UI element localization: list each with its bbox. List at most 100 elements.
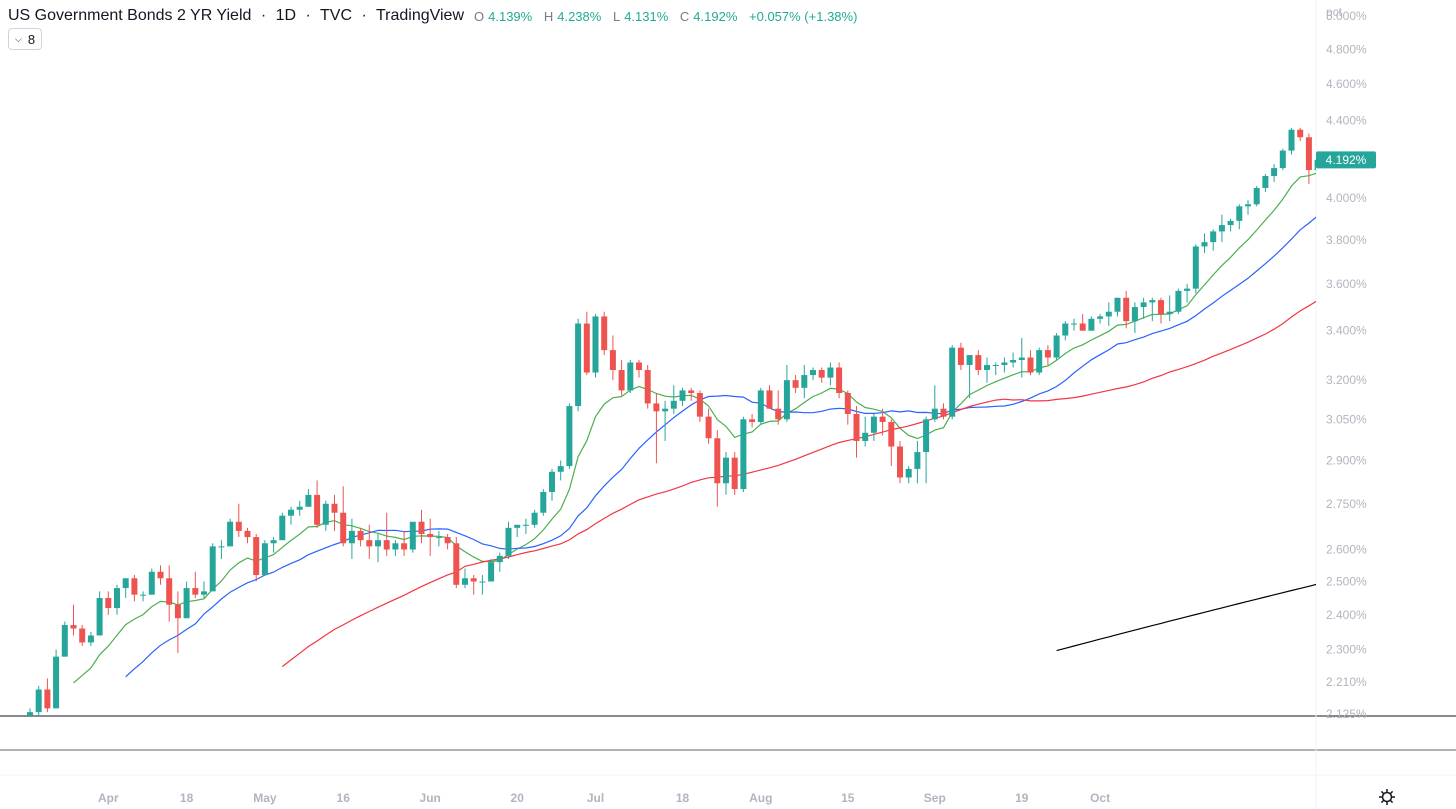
high-value: 4.238%: [557, 8, 602, 24]
candle-body: [670, 400, 677, 409]
candle: [1036, 347, 1043, 376]
candle: [1114, 297, 1121, 317]
candle-body: [35, 689, 42, 713]
candle: [1001, 357, 1008, 373]
candle-body: [392, 543, 399, 550]
candle-body: [435, 537, 442, 539]
price-axis[interactable]: pct 5.000% 4.800% 4.600% 4.400% 4.000% 3.800%…: [1326, 5, 1367, 721]
candle-body: [1262, 176, 1269, 189]
candle: [253, 533, 260, 582]
candle-body: [1166, 311, 1173, 315]
open-key: O: [474, 8, 485, 24]
time-tick-label: 15: [841, 791, 855, 805]
candle: [914, 440, 921, 484]
time-tick-label: 19: [1015, 791, 1029, 805]
candle-body: [975, 355, 982, 371]
candle-body: [340, 512, 347, 544]
candle: [557, 460, 564, 481]
price-tick-label: 5.000%: [1326, 9, 1367, 23]
indicators-toggle-button[interactable]: ⌵ 8: [8, 28, 43, 50]
candle-body: [322, 503, 329, 525]
time-tick-label: 16: [337, 791, 351, 805]
candle: [1105, 302, 1112, 326]
gear-icon-teeth: [1379, 789, 1395, 805]
candle-body: [61, 625, 68, 657]
candle-body: [1271, 168, 1278, 177]
symbol-title[interactable]: US Government Bonds 2 YR Yield · 1D · TV…: [8, 7, 464, 25]
candle: [984, 357, 990, 383]
price-tick-label: 4.400%: [1326, 113, 1367, 127]
candle: [870, 413, 877, 441]
candle-body: [1305, 137, 1312, 171]
candle-body: [140, 594, 147, 596]
candle-body: [96, 597, 103, 636]
candle: [714, 430, 721, 507]
candle-body: [1210, 231, 1217, 243]
candle: [749, 413, 756, 428]
price-tick-label: 2.400%: [1326, 608, 1367, 622]
candle: [87, 631, 94, 646]
candle: [1288, 127, 1295, 155]
candle: [1079, 314, 1086, 331]
candle: [792, 375, 799, 393]
price-tick-label: 2.750%: [1326, 497, 1367, 511]
candle: [810, 367, 816, 381]
candle: [992, 362, 999, 376]
candle: [375, 533, 381, 563]
candle-body: [87, 635, 94, 643]
candle: [331, 494, 338, 531]
candle: [766, 385, 773, 409]
candle: [279, 512, 286, 541]
candle-body: [444, 537, 451, 544]
candle: [575, 318, 582, 412]
candle-body: [288, 509, 294, 516]
candle-body: [1158, 300, 1164, 315]
last-price-bg: [1316, 151, 1376, 169]
time-tick-label: Jun: [420, 791, 441, 805]
candle: [44, 678, 51, 713]
candle: [975, 350, 982, 376]
candle-body: [766, 390, 773, 409]
source-label: TVC: [320, 7, 353, 24]
price-tick-label: 3.800%: [1326, 233, 1367, 247]
symbol-name: US Government Bonds 2 YR Yield: [8, 7, 252, 24]
candle: [1279, 148, 1286, 171]
candle: [609, 335, 616, 381]
candle: [183, 581, 190, 619]
candle-body: [235, 521, 242, 531]
candle: [1140, 297, 1147, 319]
candle: [218, 540, 225, 559]
candle: [1149, 297, 1156, 322]
candle-body: [810, 370, 816, 376]
candle: [209, 543, 216, 592]
candle-body: [601, 316, 608, 351]
candle: [1253, 185, 1260, 207]
candle-body: [148, 571, 155, 595]
candle-body: [992, 364, 999, 366]
candle: [1192, 244, 1199, 294]
candle-body: [1253, 188, 1260, 205]
candle-body: [592, 316, 599, 373]
candle-body: [1097, 316, 1104, 319]
candle: [305, 489, 312, 507]
candle-body: [575, 323, 582, 407]
candle: [357, 527, 364, 547]
candle: [1314, 159, 1316, 171]
price-tick-label: 4.600%: [1326, 77, 1367, 91]
time-tick-label: 20: [511, 791, 525, 805]
candle-body: [1123, 297, 1130, 322]
candle: [688, 387, 695, 401]
candle-body: [653, 403, 660, 412]
settings-gear-icon[interactable]: [1379, 789, 1395, 805]
candle: [70, 604, 77, 636]
candle: [853, 406, 860, 458]
candle-body: [296, 506, 303, 510]
candle-body: [409, 521, 416, 550]
candle-body: [183, 588, 190, 619]
candle: [549, 468, 555, 501]
time-axis[interactable]: Apr 18 May 16 Jun 20 Jul 18 Aug 15 Sep 19 Oct: [98, 791, 1110, 805]
price-tick-label: 2.500%: [1326, 575, 1367, 589]
low-key: L: [612, 8, 621, 24]
